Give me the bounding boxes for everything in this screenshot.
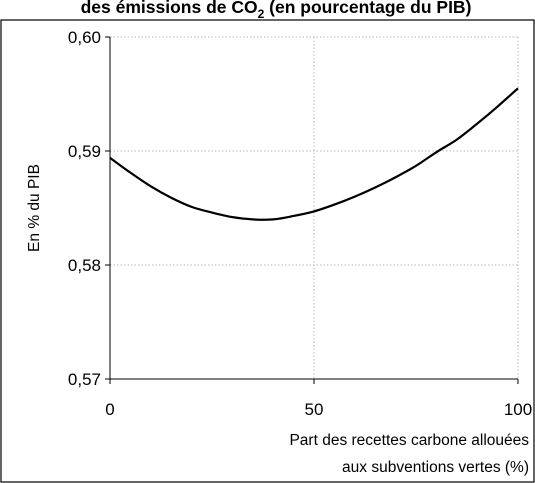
x-tick-label: 100 bbox=[504, 400, 532, 419]
y-tick-label: 0,60 bbox=[68, 28, 101, 47]
y-tick-labels: 0,57 0,58 0,59 0,60 bbox=[68, 28, 101, 389]
x-axis-title-line-2: aux subventions vertes (%) bbox=[342, 459, 529, 476]
x-tick-label: 50 bbox=[305, 400, 324, 419]
axis-ticks bbox=[105, 36, 519, 384]
x-tick-labels: 0 50 100 bbox=[105, 400, 532, 419]
chart-title-main: des émissions de CO bbox=[81, 0, 258, 17]
chart-frame bbox=[0, 19, 535, 483]
series-line bbox=[109, 87, 519, 221]
chart-title-subscript: 2 bbox=[258, 7, 265, 21]
y-tick-label: 0,59 bbox=[68, 142, 101, 161]
grid-lines bbox=[110, 36, 519, 379]
y-axis-title: En % du PIB bbox=[26, 164, 43, 252]
y-tick-label: 0,57 bbox=[68, 370, 101, 389]
y-tick-label: 0,58 bbox=[68, 256, 101, 275]
chart-title-rest: (en pourcentage du PIB) bbox=[264, 0, 471, 17]
x-tick-label: 0 bbox=[105, 400, 114, 419]
chart-title: des émissions de CO2 (en pourcentage du … bbox=[81, 0, 472, 21]
x-axis-title-line-1: Part des recettes carbone allouées bbox=[289, 432, 529, 449]
